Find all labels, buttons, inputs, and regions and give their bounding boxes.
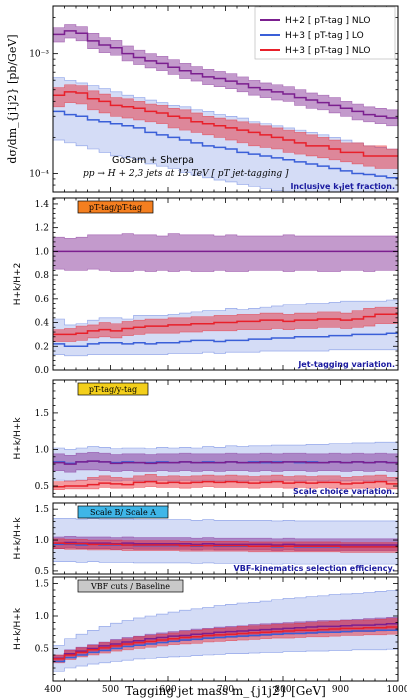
- plot-area-2: [53, 441, 398, 490]
- series-line-4-1: [53, 629, 398, 663]
- y-axis-label-2: H+k/H+k: [13, 417, 23, 460]
- panel-3: 0.5 1.0 1.5 H+k/H+k Scale B/ Scale A VBF-kine…: [13, 502, 399, 577]
- series-line-3-0: [53, 541, 398, 546]
- y-tick-label-3: 1.0: [35, 536, 50, 546]
- y-tick-label-1: 0.0: [35, 366, 50, 376]
- x-tick-label: 800: [274, 685, 291, 695]
- x-tick-label: 600: [159, 685, 176, 695]
- series-line-0-0: [53, 30, 398, 119]
- y-axis-label-4: H+k/H+k: [13, 607, 23, 650]
- y-tick-label-1: 0.6: [35, 295, 50, 305]
- series-line-0-1: [53, 110, 398, 179]
- label-box-2: [77, 382, 149, 396]
- plot-area-4: [53, 590, 398, 672]
- panel-note-3: VBF-kinematics selection efficiency.: [234, 564, 395, 573]
- panel-1: 0.0 0.2 0.4 0.6 0.8 1.0 1.2 1.4 H+k/H+2 pT-tag/pT…: [13, 197, 399, 376]
- panel-2: 0.5 1.0 1.5 H+k/H+k pT-tag/y-tag Scale choice…: [13, 379, 399, 498]
- series-line-2-2: [53, 480, 398, 488]
- y-tick-label-2: 1.0: [35, 445, 50, 455]
- y-tick-label-1: 0.8: [35, 271, 50, 281]
- annotation-process: pp → H + 2,3 jets at 13 TeV [ pT jet-tag…: [83, 169, 289, 179]
- label-box-text-1: pT-tag/pT-tag: [89, 203, 142, 212]
- y-tick-label-1: 1.0: [35, 247, 50, 257]
- series-line-2-0: [53, 460, 398, 465]
- plot-area-0: [53, 24, 398, 192]
- label-box-text-4: VBF cuts / Baseline: [90, 582, 170, 591]
- y-tick-label-1: 1.4: [35, 200, 50, 210]
- band-1-2: [53, 306, 398, 342]
- band-1-0: [53, 233, 398, 272]
- plot-area-3: [53, 518, 398, 565]
- y-tick-label-3: 1.5: [35, 505, 50, 515]
- panel-note-2: Scale choice variation.: [293, 487, 395, 496]
- panel-4: 0.5 1.0 1.5 H+k/H+k VBF cuts / Baseline: [13, 576, 399, 682]
- series-line-4-2: [53, 626, 398, 660]
- label-box-text-2: pT-tag/y-tag: [89, 385, 137, 394]
- panel-note-0: Inclusive k-jet fraction.: [290, 182, 395, 191]
- y-axis-label-1: H+k/H+2: [13, 263, 23, 306]
- series-line-3-2: [53, 542, 398, 548]
- y-axis-label-0: dσ/dm_{j1j2} [pb/GeV]: [6, 34, 19, 163]
- x-tick-label: 700: [217, 685, 234, 695]
- series-line-4-0: [53, 623, 398, 659]
- y-tick-label-4: 1.0: [35, 612, 50, 622]
- label-box-text-3: Scale B/ Scale A: [90, 508, 156, 517]
- x-tick-label: 400: [44, 685, 61, 695]
- label-box-1: [77, 200, 154, 214]
- plot-area-1: [53, 233, 398, 357]
- series-line-1-2: [53, 313, 398, 336]
- legend-label-2: H+3 [ pT-tag ] NLO: [285, 46, 370, 56]
- label-box-3: [77, 505, 169, 519]
- legend-label-0: H+2 [ pT-tag ] NLO: [285, 16, 370, 26]
- x-tick-label: 900: [332, 685, 349, 695]
- y-tick-label-0: 10⁻⁴: [29, 169, 49, 179]
- series-line-1-1: [53, 332, 398, 348]
- legend-label-1: H+3 [ pT-tag ] LO: [285, 31, 364, 41]
- y-tick-label-2: 1.5: [35, 409, 50, 419]
- y-tick-label-2: 0.5: [35, 482, 50, 492]
- y-tick-label-1: 1.2: [35, 224, 49, 234]
- series-line-0-2: [53, 91, 398, 157]
- band-1-1: [53, 299, 398, 357]
- y-tick-label-4: 1.5: [35, 580, 50, 590]
- panel-0: 10⁻³ 10⁻⁴ dσ/dm_{j1j2} [pb/GeV] Inclusive k…: [6, 5, 399, 193]
- x-tick-label: 500: [102, 685, 119, 695]
- x-axis-label: Tagging jet mass m_{j1j2} [GeV]: [125, 684, 326, 698]
- y-tick-label-1: 0.2: [35, 342, 49, 352]
- panel-note-1: Jet-tagging variation.: [297, 360, 395, 369]
- y-tick-label-0: 10⁻³: [29, 50, 49, 60]
- y-axis-label-3: H+k/H+k: [13, 517, 23, 560]
- x-tick-label: 1000: [387, 685, 407, 695]
- y-tick-label-4: 0.5: [35, 645, 50, 655]
- y-tick-label-3: 0.5: [35, 567, 50, 577]
- annotation-gosam: GoSam + Sherpa: [112, 155, 194, 166]
- label-box-4: [77, 579, 184, 593]
- legend: H+2 [ pT-tag ] NLO H+3 [ pT-tag ] LO H+3 […: [254, 6, 396, 60]
- y-tick-label-1: 0.4: [35, 319, 50, 329]
